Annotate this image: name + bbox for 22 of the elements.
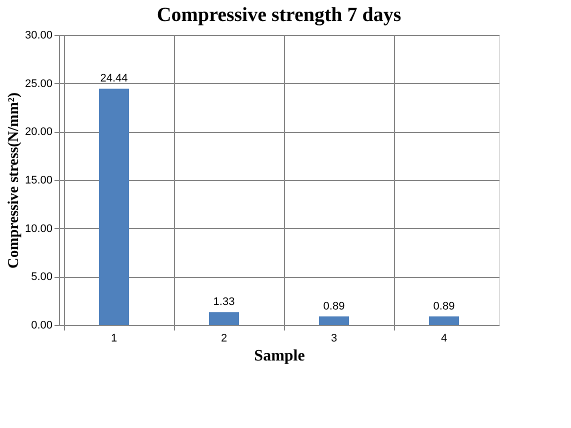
y-tick-label: 30.00	[24, 30, 52, 42]
data-label: 0.89	[433, 300, 455, 312]
y-axis-title: Compressive stress(N/mm²)	[6, 92, 22, 268]
bar	[99, 88, 129, 325]
bar	[429, 316, 459, 325]
x-axis-title: Sample	[254, 348, 305, 364]
data-label: 0.89	[323, 300, 345, 312]
y-tick-label: 5.00	[31, 271, 52, 284]
bar	[209, 312, 239, 325]
data-label: 24.44	[100, 72, 128, 85]
y-tick-label: 20.00	[24, 126, 52, 138]
x-tick-label: 1	[110, 332, 118, 344]
y-tick-label: 25.00	[24, 78, 52, 90]
chart-title: Compressive strength 7 days	[156, 4, 402, 26]
y-tick-label: 10.00	[24, 222, 52, 235]
data-label: 1.33	[213, 296, 235, 308]
x-tick-label: 4	[440, 332, 448, 344]
y-tick-label: 15.00	[24, 174, 52, 186]
x-tick-label: 2	[220, 332, 228, 344]
bar	[319, 316, 349, 325]
x-tick-label: 3	[330, 332, 338, 344]
y-tick-label: 0.00	[31, 320, 52, 332]
